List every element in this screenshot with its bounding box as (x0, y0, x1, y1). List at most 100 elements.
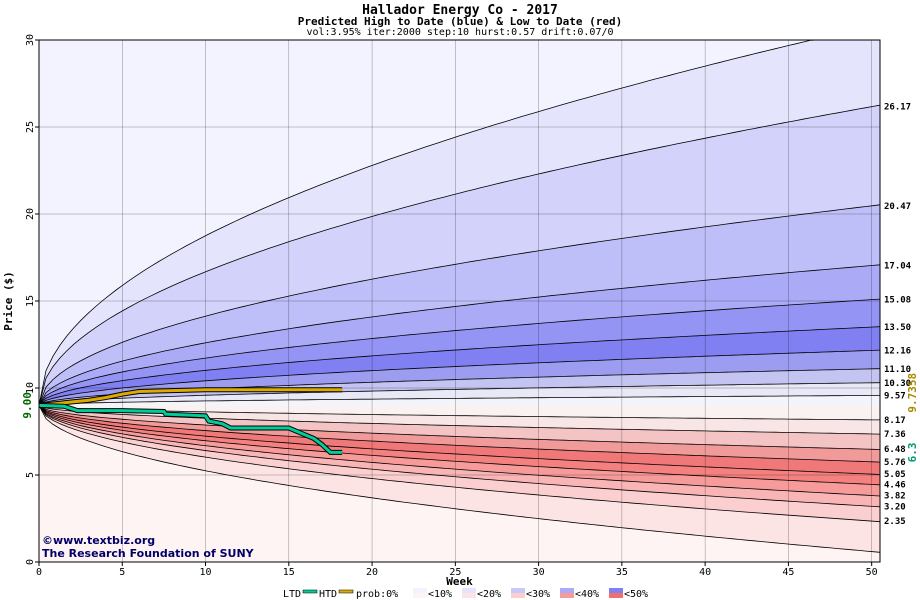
chart-subtitle: Predicted High to Date (blue) & Low to D… (297, 15, 623, 28)
low-band-3 (39, 405, 880, 475)
percentile-curve (39, 264, 880, 406)
price-series (39, 387, 343, 455)
legend-swatch-high (609, 588, 623, 593)
legend-swatch-high (560, 588, 574, 593)
x-tick-label: 35 (616, 567, 628, 578)
legend-ltd-swatch (302, 589, 318, 594)
high-band-3 (39, 204, 880, 406)
percentile-curve (39, 326, 880, 406)
low-band-inner (39, 405, 880, 420)
percentile-curve (39, 405, 880, 497)
legend-ltd-label: LTD (283, 589, 301, 600)
chart-params: vol:3.95% iter:2000 step:10 hurst:0.57 d… (306, 27, 614, 38)
curve-end-label: 20.47 (884, 202, 911, 212)
percentile-curve (39, 382, 880, 406)
legend-swatch-low (511, 593, 525, 598)
x-tick-label: 0 (36, 567, 42, 578)
legend-prob-item: <20% (477, 589, 501, 600)
percentile-curve (39, 405, 880, 450)
low-band-5 (39, 405, 880, 496)
percentile-curve (39, 349, 880, 406)
curve-end-label: 15.08 (884, 296, 911, 306)
y-axis-title: Price ($) (2, 271, 15, 331)
high-band-2 (39, 105, 880, 406)
start-price-label: 9.00 (21, 392, 34, 419)
x-axis-title: Week (446, 575, 473, 588)
percentile-curve (39, 405, 880, 421)
percentile-curve (39, 405, 880, 553)
y-tick-label: 0 (25, 559, 36, 565)
ltd-final-value: 6.3 (906, 442, 919, 462)
legend-swatch-low (560, 593, 574, 598)
watermark-url: ©www.textbiz.org (42, 534, 155, 547)
axes: 0 5 10 15 20 25 30 35 40 45 50 0 5 10 15 20 25 30 Week Pric… (2, 34, 881, 588)
x-tick-label: 45 (782, 567, 794, 578)
axis-labels: 26.17 20.47 17.04 15.08 13.50 12.16 11.10 10.30… (21, 103, 919, 527)
percentile-curve (39, 405, 880, 475)
percentile-curve (39, 104, 880, 406)
legend-prob-item: <40% (575, 589, 599, 600)
legend-htd-label: HTD (319, 589, 337, 600)
high-band-5 (39, 299, 880, 406)
percentile-curve (39, 204, 880, 406)
curve-end-label: 13.50 (884, 323, 911, 333)
y-tick-label: 25 (25, 121, 36, 133)
high-band-0 (39, 40, 880, 406)
percentile-curve (39, 40, 880, 406)
high-band-9 (39, 382, 880, 406)
curve-end-label: 4.46 (884, 480, 906, 490)
high-band-8 (39, 368, 880, 406)
y-tick-label: 20 (25, 208, 36, 220)
y-tick-label: 15 (25, 295, 36, 307)
percentile-curve (39, 405, 880, 463)
low-band-9 (39, 405, 880, 562)
high-band-4 (39, 264, 880, 406)
low-band-6 (39, 405, 880, 507)
percentile-curve (39, 405, 880, 486)
high-band-inner (39, 395, 880, 406)
curve-end-label: 3.20 (884, 502, 906, 512)
legend-htd-swatch (338, 589, 354, 594)
curve-end-label: 6.48 (884, 445, 906, 455)
curve-end-label: 17.04 (884, 262, 912, 272)
x-tick-label: 50 (866, 567, 878, 578)
legend-swatch-high (413, 588, 427, 593)
low-band-8 (39, 405, 880, 553)
x-tick-label: 15 (283, 567, 295, 578)
percentile-curve (39, 298, 880, 406)
curve-end-label: 5.05 (884, 470, 906, 480)
x-tick-label: 10 (200, 567, 212, 578)
htd-final-value: 9.7358 (906, 373, 919, 413)
low-band-0 (39, 405, 880, 435)
legend-prob-item: <50% (624, 589, 648, 600)
x-tick-label: 40 (699, 567, 711, 578)
legend-prob-item: <10% (428, 589, 452, 600)
curve-end-label: 12.16 (884, 346, 911, 356)
percentile-curve (39, 405, 880, 523)
chart-title: Hallador Energy Co - 2017 (362, 3, 558, 18)
low-band-4 (39, 405, 880, 485)
high-band-7 (39, 350, 880, 406)
curve-end-label: 5.76 (884, 458, 906, 468)
curve-end-label: 8.17 (884, 416, 906, 426)
high-band-1 (39, 40, 880, 406)
watermark-org: The Research Foundation of SUNY (42, 547, 255, 560)
x-tick-label: 25 (449, 567, 461, 578)
low-band-2 (39, 405, 880, 463)
legend-swatch-low (413, 593, 427, 598)
legend: LTD HTD prob:0% <10% <20% <30% <40% <50% (283, 588, 648, 600)
x-tick-label: 30 (533, 567, 545, 578)
y-tick-label: 30 (25, 34, 36, 46)
y-tick-label: 5 (25, 472, 36, 478)
htd-series-line (39, 388, 343, 407)
legend-swatch-low (462, 593, 476, 598)
x-tick-label: 20 (366, 567, 378, 578)
low-band-7 (39, 405, 880, 522)
curve-end-label: 2.35 (884, 517, 906, 527)
curve-end-label: 10.30 (884, 379, 911, 389)
curve-end-label: 26.17 (884, 103, 911, 113)
legend-swatch-low (609, 593, 623, 598)
y-tick-label: 10 (25, 382, 36, 394)
percentile-curves (39, 40, 880, 553)
